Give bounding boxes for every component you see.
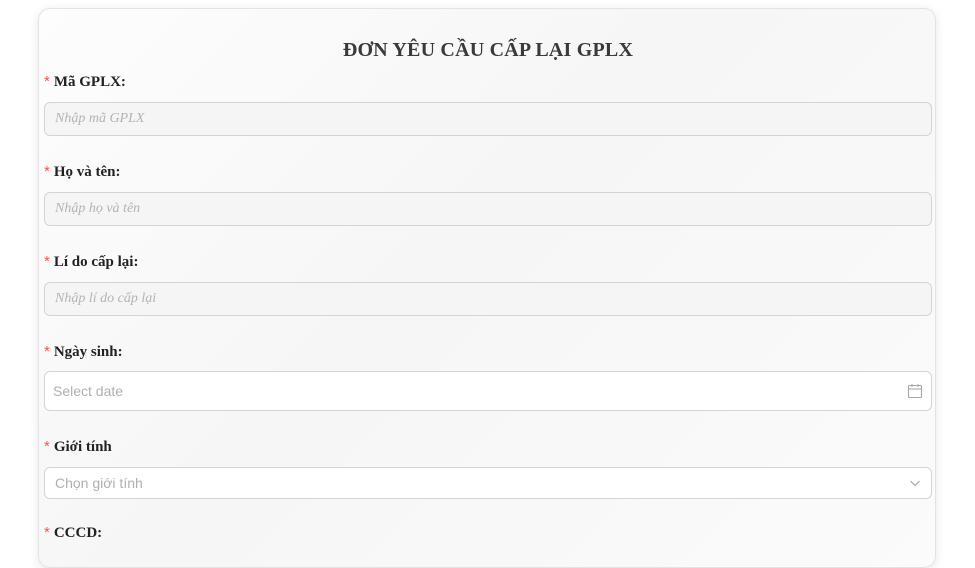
required-mark: * — [44, 343, 50, 360]
gender-placeholder: Chọn giới tính — [55, 475, 143, 491]
reissue-form-card: ĐƠN YÊU CẦU CẤP LẠI GPLX *Mã GPLX: *Họ v… — [38, 8, 936, 568]
full-name-input[interactable] — [44, 192, 932, 226]
required-mark: * — [44, 163, 50, 180]
form-title: ĐƠN YÊU CẦU CẤP LẠI GPLX — [342, 39, 634, 61]
required-mark: * — [44, 73, 50, 90]
gender-label: * Giới tính — [44, 438, 112, 455]
birth-date-placeholder: Select date — [53, 383, 124, 399]
license-code-input[interactable] — [44, 102, 932, 136]
calendar-icon[interactable] — [907, 383, 923, 399]
reason-label: * Lí do cấp lại: — [44, 253, 139, 270]
gender-select[interactable]: Chọn giới tính — [44, 467, 932, 499]
full-name-label: * Họ và tên: — [44, 163, 121, 180]
license-code-label: * Mã GPLX: — [44, 73, 126, 90]
birth-date-label: * Ngày sinh: — [44, 343, 123, 360]
citizen-id-label: * CCCD: — [44, 524, 103, 541]
chevron-down-icon[interactable] — [909, 477, 921, 489]
required-mark: * — [44, 524, 50, 541]
birth-date-picker[interactable]: Select date — [44, 371, 932, 411]
required-mark: * — [44, 438, 50, 455]
required-mark: * — [44, 253, 50, 270]
reason-input[interactable] — [44, 282, 932, 316]
